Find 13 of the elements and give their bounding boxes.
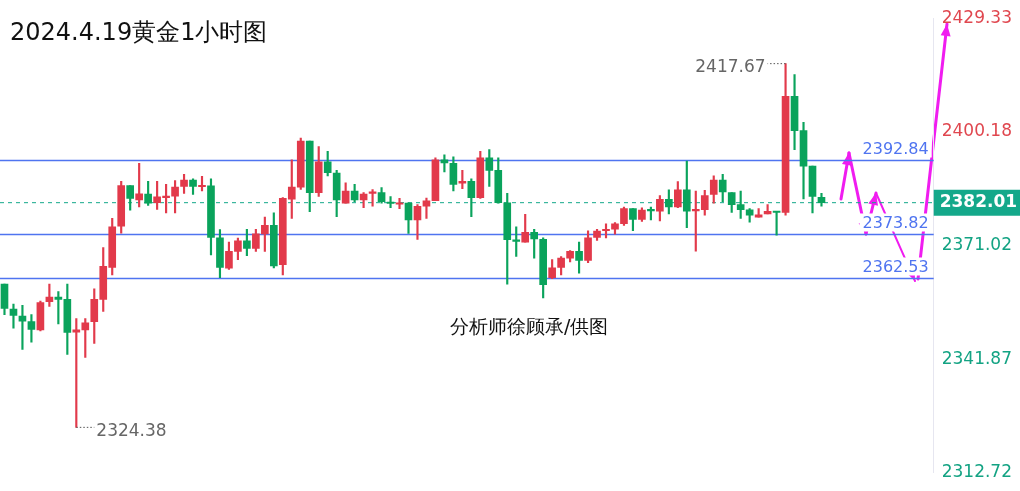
ref-line-label: 2382.01	[939, 191, 1018, 212]
y-tick-label: 2400.18	[941, 120, 1013, 141]
y-tick-label: 2429.33	[941, 6, 1013, 27]
y-tick-label: 2312.72	[941, 461, 1013, 482]
ref-line-label: 2362.53	[862, 256, 929, 276]
annotation: 分析师徐顾承/供图	[450, 314, 609, 339]
ref-line-label: 2392.84	[862, 138, 929, 158]
y-tick-label: 2371.02	[941, 233, 1013, 254]
annotation: 2417.67	[695, 56, 766, 77]
y-tick-label: 2341.87	[941, 347, 1013, 368]
chart-title: 2024.4.19黄金1小时图	[10, 17, 268, 48]
annotation: 2324.38	[96, 419, 167, 440]
ref-line-label: 2373.82	[862, 212, 929, 232]
